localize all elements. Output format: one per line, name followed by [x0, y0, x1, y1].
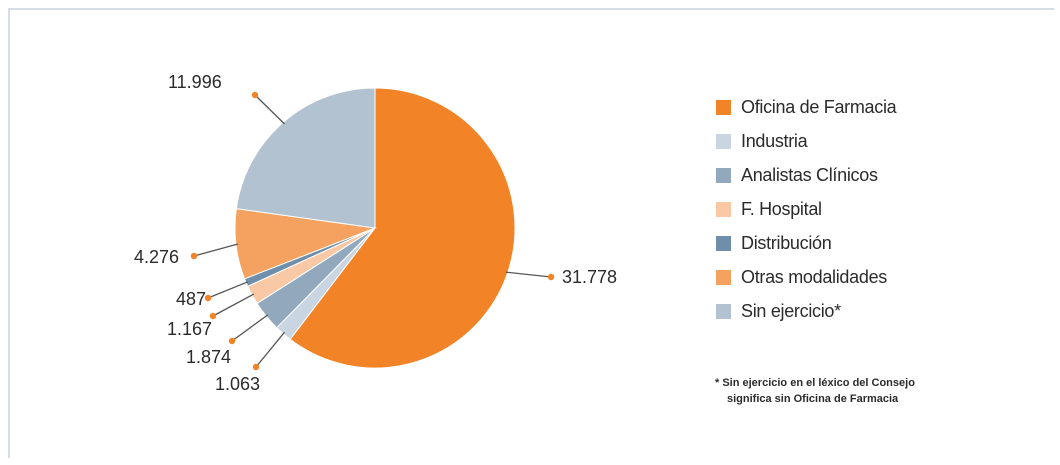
legend-item: Analistas Clínicos [716, 158, 896, 192]
leader-dot [228, 337, 236, 345]
legend-item: Distribución [716, 226, 896, 260]
data-label: 1.874 [186, 347, 231, 367]
data-label: 1.167 [167, 319, 212, 339]
leader-line [193, 243, 239, 257]
data-label: 31.778 [562, 267, 617, 287]
leader-dot [209, 312, 217, 320]
legend-item: Industria [716, 124, 896, 158]
leader-line [207, 281, 249, 299]
data-label: 4.276 [134, 247, 179, 267]
leader-line [231, 314, 269, 342]
legend-item: F. Hospital [716, 192, 896, 226]
pie-slice [235, 87, 376, 229]
legend-swatch [716, 99, 731, 115]
leader-dot [204, 294, 212, 302]
chart-frame [8, 8, 1054, 458]
leader-dot [251, 91, 259, 99]
leader-dot [190, 252, 198, 260]
leader-dot [547, 273, 555, 281]
leader-line [255, 331, 286, 368]
leader-line [505, 271, 552, 278]
footnote-line: significa sin Oficina de Farmacia [727, 393, 899, 405]
legend-label: Analistas Clínicos [741, 164, 878, 185]
legend-item: Oficina de Farmacia [716, 90, 897, 124]
legend-swatch [716, 235, 731, 251]
legend-label: Sin ejercicio* [741, 300, 841, 321]
legend-swatch [716, 303, 731, 319]
footnote-line: * Sin ejercicio en el léxico del Consejo [715, 377, 915, 389]
legend-item: Otras modalidades [716, 260, 896, 294]
legend-label: F. Hospital [741, 198, 822, 219]
legend-swatch [716, 201, 731, 217]
legend-label: Industria [741, 130, 808, 151]
legend-swatch [716, 269, 731, 285]
data-label: 1.063 [215, 374, 260, 394]
legend-label: Otras modalidades [741, 266, 887, 287]
legend-label: Distribución [741, 232, 832, 253]
legend: Oficina de Farmacia Industria Analistas … [716, 90, 897, 328]
legend-label: Oficina de Farmacia [741, 96, 897, 117]
leader-line [212, 293, 255, 317]
data-label: 11.996 [168, 72, 222, 92]
legend-swatch [716, 167, 731, 183]
data-label: 487 [176, 289, 206, 309]
footnote: * Sin ejercicio en el léxico del Consejo… [715, 375, 915, 407]
leader-line [254, 94, 285, 125]
legend-item: Sin ejercicio* [716, 294, 896, 328]
leader-dot [252, 363, 260, 371]
legend-swatch [716, 133, 731, 149]
